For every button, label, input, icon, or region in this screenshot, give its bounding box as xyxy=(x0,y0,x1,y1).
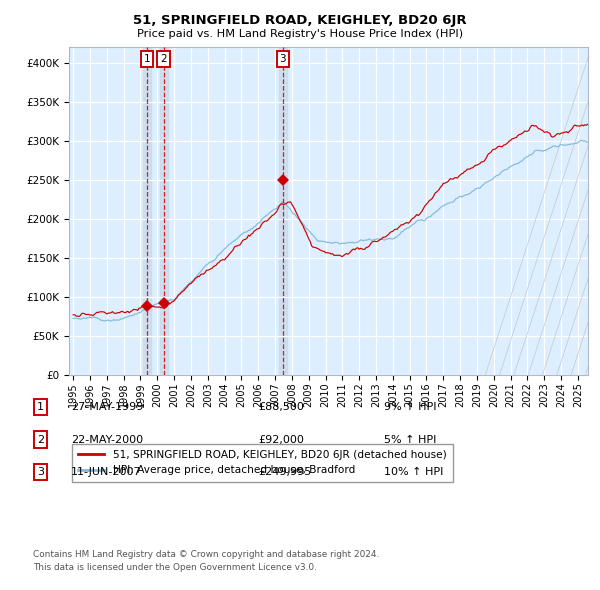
Text: 27-MAY-1999: 27-MAY-1999 xyxy=(71,402,143,412)
Bar xyxy=(160,47,168,375)
Text: 5% ↑ HPI: 5% ↑ HPI xyxy=(384,435,436,444)
Text: 1: 1 xyxy=(37,402,44,412)
Text: £249,995: £249,995 xyxy=(258,467,311,477)
Legend: 51, SPRINGFIELD ROAD, KEIGHLEY, BD20 6JR (detached house), HPI: Average price, d: 51, SPRINGFIELD ROAD, KEIGHLEY, BD20 6JR… xyxy=(71,444,453,481)
Text: 1: 1 xyxy=(143,54,150,64)
Text: 9% ↑ HPI: 9% ↑ HPI xyxy=(384,402,437,412)
Text: 2: 2 xyxy=(160,54,167,64)
Text: This data is licensed under the Open Government Licence v3.0.: This data is licensed under the Open Gov… xyxy=(33,563,317,572)
Text: 22-MAY-2000: 22-MAY-2000 xyxy=(71,435,143,444)
Text: 3: 3 xyxy=(280,54,286,64)
Text: Contains HM Land Registry data © Crown copyright and database right 2024.: Contains HM Land Registry data © Crown c… xyxy=(33,550,379,559)
Text: £92,000: £92,000 xyxy=(258,435,304,444)
Text: Price paid vs. HM Land Registry's House Price Index (HPI): Price paid vs. HM Land Registry's House … xyxy=(137,30,463,39)
Text: 3: 3 xyxy=(37,467,44,477)
Text: £88,500: £88,500 xyxy=(258,402,304,412)
Text: 2: 2 xyxy=(37,435,44,444)
Text: 10% ↑ HPI: 10% ↑ HPI xyxy=(384,467,443,477)
Text: 51, SPRINGFIELD ROAD, KEIGHLEY, BD20 6JR: 51, SPRINGFIELD ROAD, KEIGHLEY, BD20 6JR xyxy=(133,14,467,27)
Bar xyxy=(278,47,287,375)
Bar xyxy=(143,47,151,375)
Text: 11-JUN-2007: 11-JUN-2007 xyxy=(71,467,142,477)
